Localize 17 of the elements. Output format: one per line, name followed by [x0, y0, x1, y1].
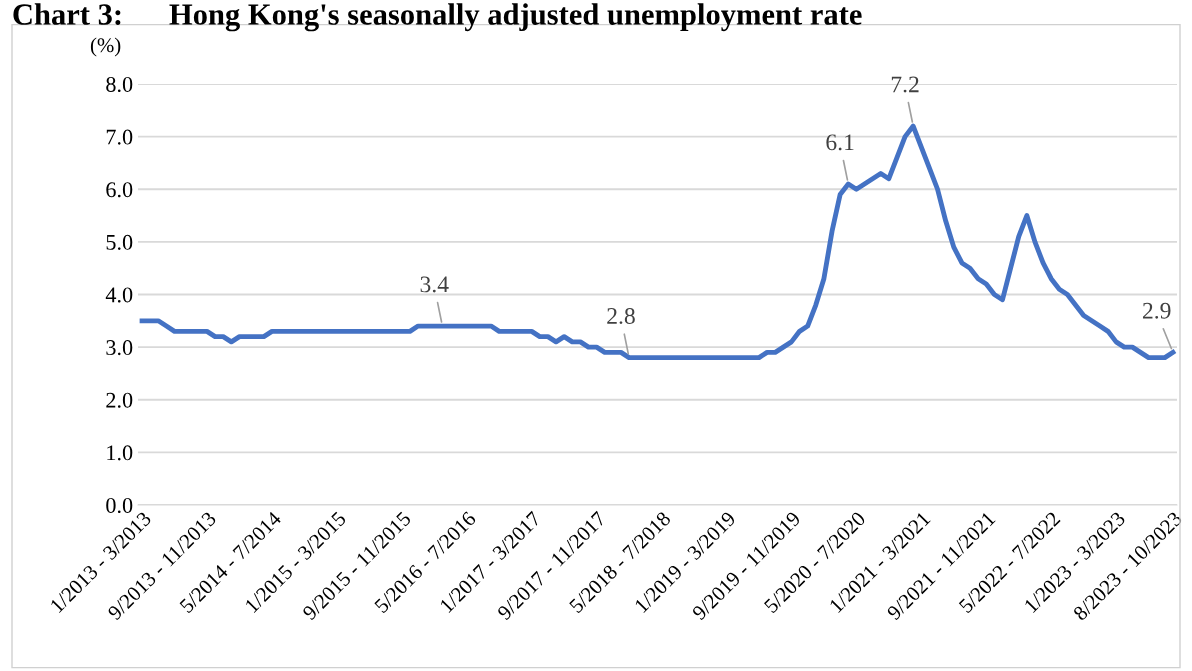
- y-tick-label: 6.0: [106, 182, 133, 198]
- y-tick-label: 2.0: [106, 392, 133, 408]
- line-series: [139, 123, 1176, 361]
- chart-title: Chart 3: Hong Kong's seasonally adjusted unemployment rate: [13, 3, 862, 32]
- y-tick-label: 3.0: [106, 340, 133, 356]
- y-tick-label: 5.0: [106, 234, 133, 250]
- y-axis-title: (%): [90, 37, 121, 57]
- y-tick-label: 4.0: [105, 287, 133, 303]
- data-label: 3.4: [420, 276, 449, 293]
- data-label: 2.9: [1142, 302, 1171, 319]
- y-tick-label: 1.0: [107, 445, 133, 461]
- y-tick-label: 7.0: [106, 129, 133, 145]
- data-label: 2.8: [607, 307, 635, 325]
- y-tick-label: 0.0: [106, 497, 133, 514]
- y-tick-label: 8.0: [106, 76, 133, 93]
- data-label: 6.1: [826, 134, 854, 151]
- data-label: 7.2: [891, 76, 919, 93]
